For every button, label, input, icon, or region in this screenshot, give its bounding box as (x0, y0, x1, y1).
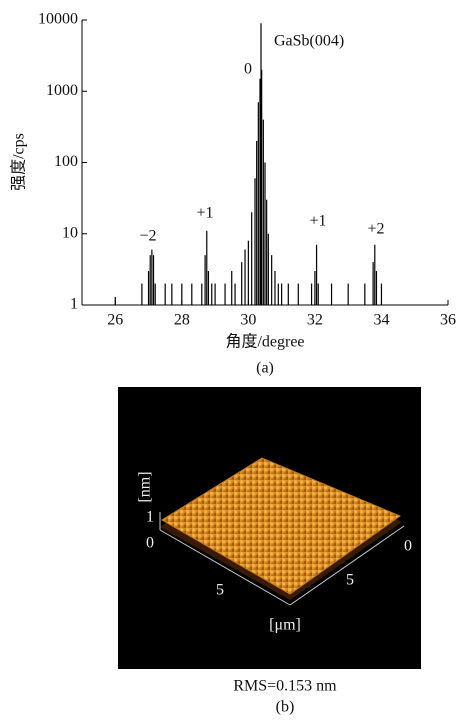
y-tick-label: 10 (62, 224, 78, 241)
peak-annotation: −2 (139, 228, 156, 245)
caption: (a) (256, 360, 274, 377)
y-tick-label: 1000 (46, 82, 78, 99)
y-tick-label: 1 (70, 296, 78, 313)
x-tick-label: 32 (307, 312, 323, 329)
x-axis-label: 角度/degree (225, 333, 304, 351)
x-tick-label: 36 (440, 312, 456, 329)
afm-axis (289, 525, 405, 606)
y-tick-label: 10000 (38, 11, 78, 28)
panel-a: 角度/degree 强度/cps (a) 1 10 100 1000 10000 26 28… (10, 11, 456, 377)
afm-axis (159, 529, 291, 606)
panel-label: (b) (276, 699, 295, 716)
afm-surface (161, 457, 402, 595)
panel-b: [nm] 1 0 5 5 0 [μm] RMS=0.153 nm (b) (118, 387, 421, 716)
x-tick-label: 26 (107, 312, 123, 329)
peak-annotation: +2 (367, 221, 384, 238)
xy-unit: [μm] (269, 617, 301, 634)
x-tick: 5 (216, 582, 224, 599)
z-tick: 0 (146, 535, 154, 552)
x-tick-label: 34 (373, 312, 389, 329)
afm-caption: RMS=0.153 nm (233, 678, 337, 695)
peak-annotation: GaSb(004) (274, 33, 344, 50)
y-tick: 0 (404, 538, 412, 555)
x-tick-label: 28 (174, 312, 190, 329)
peak-annotation: +1 (309, 213, 326, 230)
y-tick-label: 100 (54, 153, 78, 170)
peak-annotation: +1 (196, 205, 213, 222)
z-unit: [nm] (137, 471, 154, 502)
y-axis-label: 强度/cps (10, 133, 28, 191)
z-tick: 1 (146, 509, 154, 526)
y-tick: 5 (346, 572, 354, 589)
peak-annotation: 0 (244, 61, 252, 78)
x-tick-label: 30 (240, 312, 256, 329)
